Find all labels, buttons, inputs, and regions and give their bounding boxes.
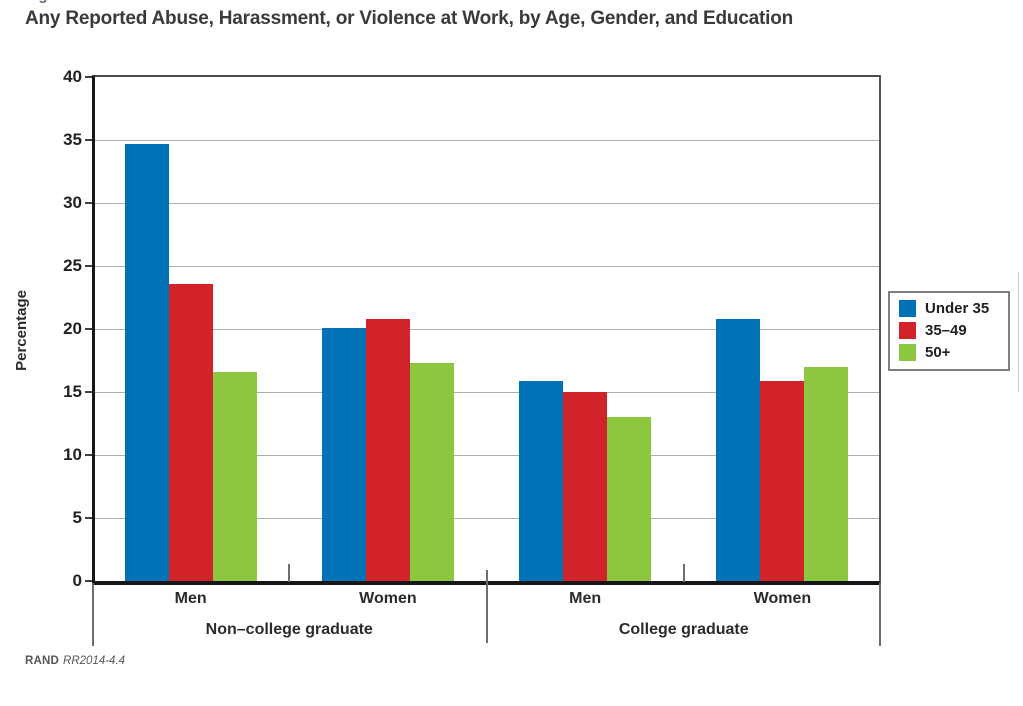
y-tick-label-25: 25 [63, 256, 82, 275]
y-tick-label-15: 15 [63, 382, 82, 401]
gridline-30 [95, 203, 879, 204]
x-tick-label-0: Men [174, 590, 207, 607]
legend: Under 35 35–49 50+ [888, 291, 1010, 371]
y-tick-mark-35 [85, 139, 92, 141]
legend-swatch-1 [899, 322, 916, 339]
legend-item-0: Under 35 [899, 300, 999, 317]
plot-area [92, 75, 881, 585]
y-tick-label-10: 10 [63, 445, 82, 464]
legend-swatch-0 [899, 300, 916, 317]
gridline-25 [95, 266, 879, 267]
legend-swatch-2 [899, 344, 916, 361]
bar-non-college-graduate-women-s0 [321, 327, 366, 581]
source-brand: RAND [25, 655, 60, 667]
scan-edge-artifact [1018, 272, 1019, 392]
bar-non-college-graduate-women-s1 [365, 318, 410, 581]
bar-non-college-graduate-men-s1 [168, 283, 213, 581]
gridline-5 [95, 518, 879, 519]
y-tick-label-40: 40 [63, 67, 82, 86]
y-tick-mark-40 [85, 76, 92, 78]
x-tick-label-3: Women [753, 590, 812, 607]
y-tick-label-20: 20 [63, 319, 82, 338]
figure-number-text: Figure 4.4 [25, 0, 225, 4]
source-report-id: RR2014-4.4 [63, 655, 126, 667]
bar-college-graduate-men-s0 [519, 380, 564, 581]
bar-college-graduate-men-s2 [607, 417, 652, 581]
gridline-20 [95, 329, 879, 330]
bar-college-graduate-women-s2 [804, 366, 849, 581]
gridline-10 [95, 455, 879, 456]
legend-label-1: 35–49 [925, 322, 967, 339]
y-tick-mark-5 [85, 517, 92, 519]
bar-non-college-graduate-men-s0 [124, 143, 169, 581]
gender-divider-tick [288, 564, 291, 582]
bar-college-graduate-women-s1 [760, 380, 805, 581]
section-label-1: College graduate [618, 621, 749, 638]
chart-title: Any Reported Abuse, Harassment, or Viole… [25, 8, 794, 29]
bar-chart: 0 5 10 15 20 25 30 35 40 Men Women Men Women Non–coll… [63, 68, 881, 646]
bar-non-college-graduate-women-s2 [409, 363, 454, 581]
x-axis-left-extension [92, 583, 94, 646]
gender-divider-tick [682, 564, 685, 582]
legend-label-0: Under 35 [925, 300, 990, 317]
x-tick-label-1: Women [359, 590, 417, 607]
y-tick-mark-15 [85, 391, 92, 393]
bar-college-graduate-men-s1 [563, 392, 608, 581]
x-tick-label-2: Men [569, 590, 602, 607]
bar-non-college-graduate-men-s2 [212, 371, 257, 581]
y-tick-label-30: 30 [63, 193, 82, 212]
y-tick-label-0: 0 [72, 571, 82, 590]
y-tick-mark-10 [85, 454, 92, 456]
legend-item-2: 50+ [899, 344, 999, 361]
gridline-15 [95, 392, 879, 393]
y-tick-label-5: 5 [72, 508, 82, 527]
gridline-35 [95, 140, 879, 141]
figure-number-label: Figure 4.4 [25, 0, 225, 6]
y-tick-label-35: 35 [63, 130, 82, 149]
legend-label-2: 50+ [925, 344, 951, 361]
y-axis-title: Percentage [10, 75, 32, 585]
source-label: RAND RR2014-4.4 [25, 655, 125, 667]
section-divider [485, 570, 488, 643]
section-label-0: Non–college graduate [205, 621, 373, 638]
y-tick-mark-30 [85, 202, 92, 204]
y-tick-mark-0 [85, 580, 92, 582]
bar-college-graduate-women-s0 [716, 318, 761, 581]
legend-item-1: 35–49 [899, 322, 999, 339]
y-tick-mark-25 [85, 265, 92, 267]
y-tick-mark-20 [85, 328, 92, 330]
y-axis-title-text: Percentage [12, 289, 30, 371]
x-axis-right-extension [879, 583, 881, 646]
